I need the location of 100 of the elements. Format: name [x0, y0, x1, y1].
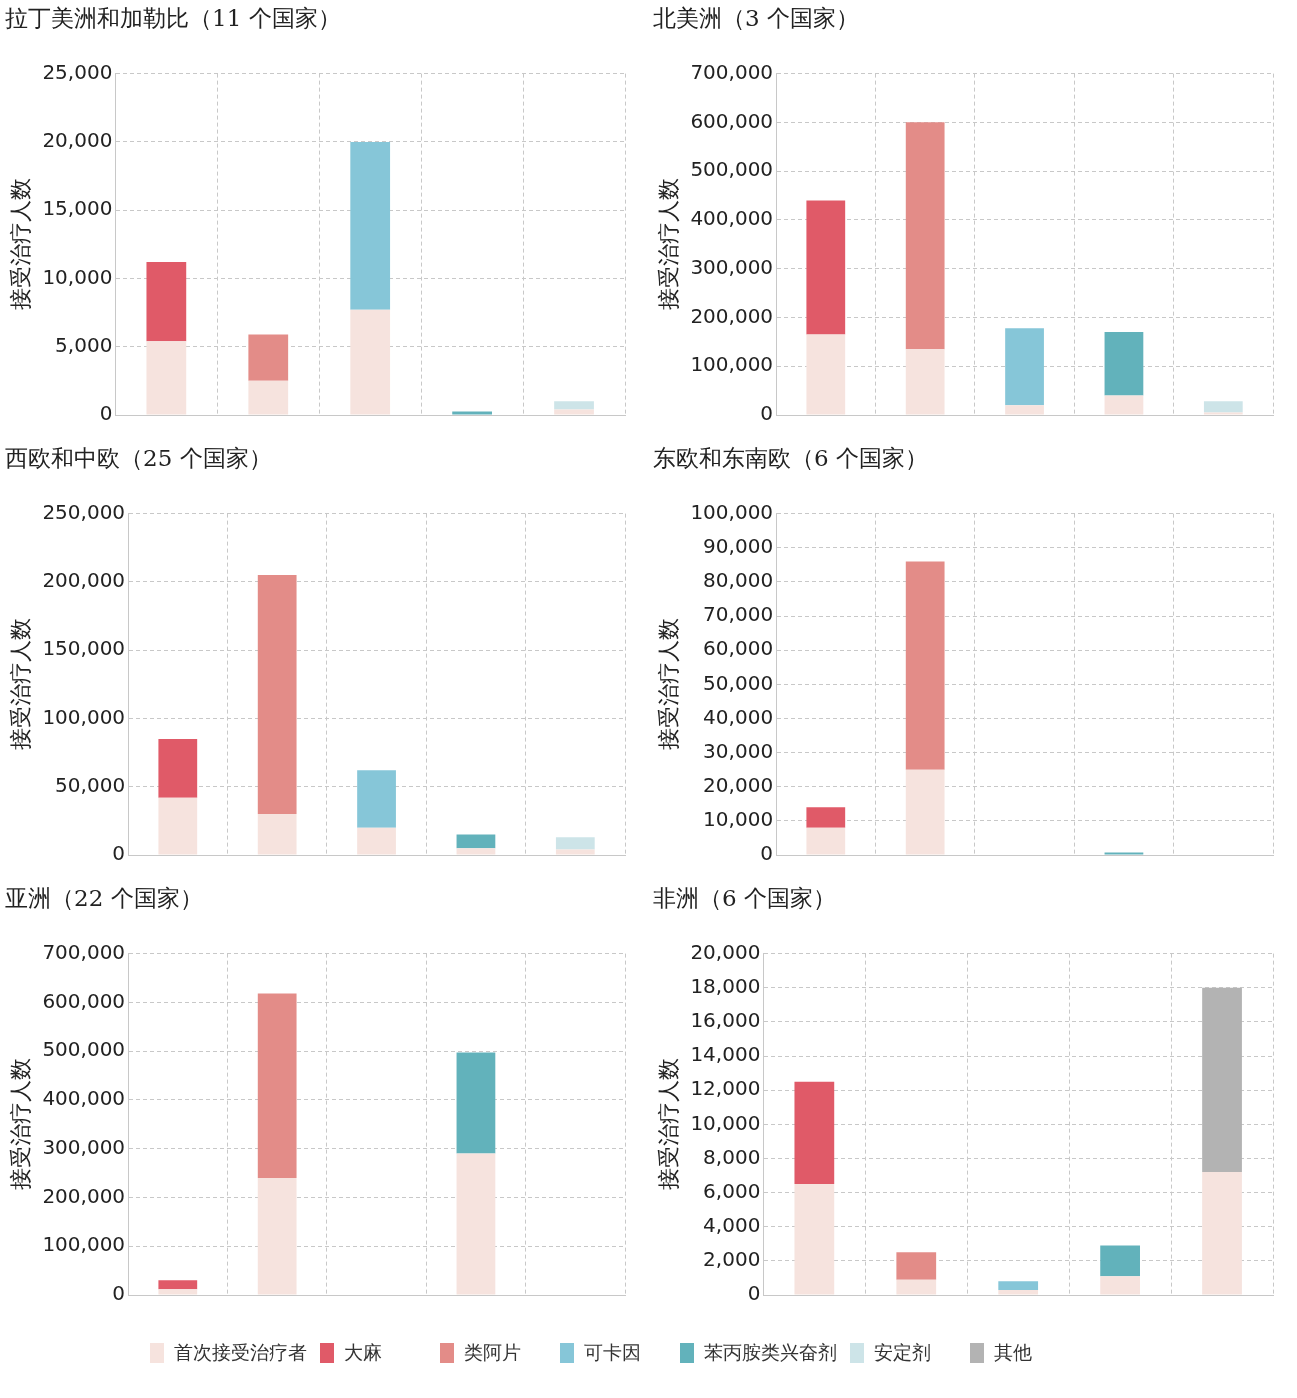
legend-label: 类阿片 — [464, 1340, 521, 1365]
y-tick-label: 90,000 — [703, 533, 774, 558]
y-axis-title: 接受治疗人数 — [7, 1058, 33, 1191]
legend-label: 可卡因 — [584, 1340, 641, 1365]
chart-title: 拉丁美洲和加勒比（11 个国家） — [5, 4, 341, 31]
y-tick-label: 100,000 — [690, 499, 774, 524]
bar — [158, 797, 198, 855]
bar — [452, 411, 492, 415]
y-tick-label: 100,000 — [42, 704, 126, 729]
legend-label: 苯丙胺类兴奋剂 — [704, 1340, 837, 1365]
y-tick-label: 10,000 — [690, 1110, 761, 1135]
bar — [257, 993, 297, 1178]
bar — [1104, 332, 1144, 396]
chart-title: 北美洲（3 个国家） — [653, 4, 859, 31]
y-tick-label: 400,000 — [42, 1086, 126, 1111]
y-tick-label: 18,000 — [690, 973, 761, 998]
y-tick-label: 700,000 — [690, 59, 774, 84]
y-axis-title: 接受治疗人数 — [655, 618, 681, 751]
y-tick-label: 0 — [760, 401, 774, 426]
y-tick-label: 20,000 — [703, 772, 774, 797]
y-tick-label: 4,000 — [703, 1212, 761, 1237]
bar — [905, 561, 945, 770]
y-tick-label: 300,000 — [690, 254, 774, 279]
bar — [357, 770, 396, 828]
y-tick-label: 400,000 — [690, 206, 774, 231]
y-tick-label: 700,000 — [42, 939, 126, 964]
bar — [158, 1289, 198, 1295]
y-tick-label: 0 — [99, 401, 113, 426]
bar — [806, 827, 846, 855]
y-axis-title: 接受治疗人数 — [7, 178, 33, 311]
y-tick-label: 200,000 — [42, 1183, 126, 1208]
y-tick-label: 14,000 — [690, 1042, 761, 1067]
bar — [1202, 987, 1242, 1173]
bar — [350, 309, 391, 415]
bar — [998, 1281, 1039, 1290]
bar — [456, 834, 496, 849]
bar — [158, 738, 198, 798]
chart-title: 东欧和东南欧（6 个国家） — [653, 444, 928, 471]
bar — [554, 409, 594, 415]
y-tick-label: 25,000 — [42, 59, 113, 84]
bar — [794, 1081, 835, 1185]
y-tick-label: 50,000 — [703, 670, 774, 695]
y-tick-label: 200,000 — [42, 568, 126, 593]
bar — [896, 1252, 937, 1280]
bar — [146, 341, 187, 415]
bar — [248, 380, 289, 415]
bar — [1202, 1172, 1242, 1295]
bar — [554, 401, 594, 410]
bar — [146, 262, 187, 342]
chart-title: 非洲（6 个国家） — [653, 884, 836, 911]
bar — [257, 814, 297, 855]
bar — [806, 334, 846, 415]
y-tick-label: 100,000 — [42, 1232, 126, 1257]
bar — [555, 837, 595, 850]
y-tick-label: 600,000 — [690, 108, 774, 133]
y-tick-label: 500,000 — [42, 1037, 126, 1062]
bar — [257, 575, 297, 815]
y-tick-label: 10,000 — [703, 807, 774, 832]
bar — [905, 769, 945, 855]
y-tick-label: 12,000 — [690, 1076, 761, 1101]
y-tick-label: 10,000 — [42, 264, 113, 289]
y-tick-label: 70,000 — [703, 602, 774, 627]
bar — [1203, 401, 1243, 413]
legend-label: 安定剂 — [874, 1340, 931, 1365]
y-tick-label: 60,000 — [703, 636, 774, 661]
bar — [456, 848, 496, 855]
bar — [794, 1184, 835, 1295]
y-tick-label: 80,000 — [703, 568, 774, 593]
y-tick-label: 0 — [112, 1281, 126, 1306]
bar — [1100, 1245, 1140, 1277]
chart-title: 西欧和中欧（25 个国家） — [5, 444, 272, 471]
bar — [806, 807, 846, 828]
y-axis-title: 接受治疗人数 — [655, 1058, 681, 1191]
bar — [158, 1280, 198, 1290]
y-tick-label: 100,000 — [690, 352, 774, 377]
bar — [456, 1153, 496, 1295]
y-tick-label: 6,000 — [703, 1178, 761, 1203]
bar — [1104, 395, 1144, 415]
y-tick-label: 0 — [760, 841, 774, 866]
bar — [1005, 328, 1044, 406]
y-tick-label: 200,000 — [690, 303, 774, 328]
y-tick-label: 15,000 — [42, 196, 113, 221]
bar — [905, 122, 945, 350]
bar — [806, 200, 846, 335]
y-tick-label: 5,000 — [55, 332, 113, 357]
y-tick-label: 40,000 — [703, 704, 774, 729]
legend-label: 大麻 — [344, 1340, 382, 1365]
bar — [248, 334, 289, 381]
y-tick-label: 30,000 — [703, 738, 774, 763]
bar — [905, 349, 945, 415]
y-tick-label: 250,000 — [42, 499, 126, 524]
y-tick-label: 2,000 — [703, 1247, 761, 1272]
legend-label: 其他 — [994, 1340, 1032, 1365]
y-tick-label: 300,000 — [42, 1134, 126, 1159]
y-tick-label: 150,000 — [42, 636, 126, 661]
y-tick-label: 0 — [112, 841, 126, 866]
bar — [456, 1052, 496, 1154]
legend-label: 首次接受治疗者 — [174, 1340, 307, 1365]
y-tick-label: 500,000 — [690, 157, 774, 182]
chart-title: 亚洲（22 个国家） — [5, 884, 203, 911]
